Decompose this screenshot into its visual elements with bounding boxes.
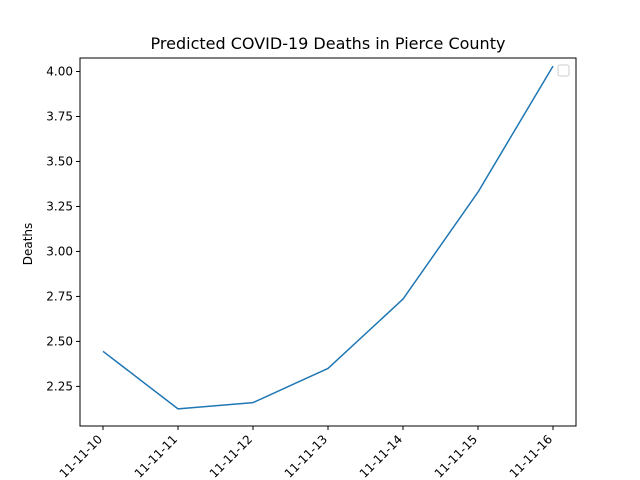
y-tick-label: 3.50: [46, 154, 73, 168]
chart-title: Predicted COVID-19 Deaths in Pierce Coun…: [151, 34, 506, 53]
legend-box: [557, 64, 570, 77]
y-tick-label: 3.25: [46, 199, 73, 213]
y-tick-label: 3.75: [46, 109, 73, 123]
y-tick-label: 4.00: [46, 64, 73, 78]
y-axis-label: Deaths: [21, 223, 35, 266]
y-tick-label: 2.50: [46, 334, 73, 348]
y-tick-label: 2.75: [46, 289, 73, 303]
series-lines: [102, 65, 554, 410]
y-tick-label: 2.25: [46, 379, 73, 393]
series-line: [102, 65, 554, 410]
y-tick-label: 3.00: [46, 244, 73, 258]
y-ticks: 2.25 2.50 2.75 3.00 3.25 3.50 3.75 4.00: [46, 64, 80, 393]
plot-frame: [79, 57, 577, 427]
